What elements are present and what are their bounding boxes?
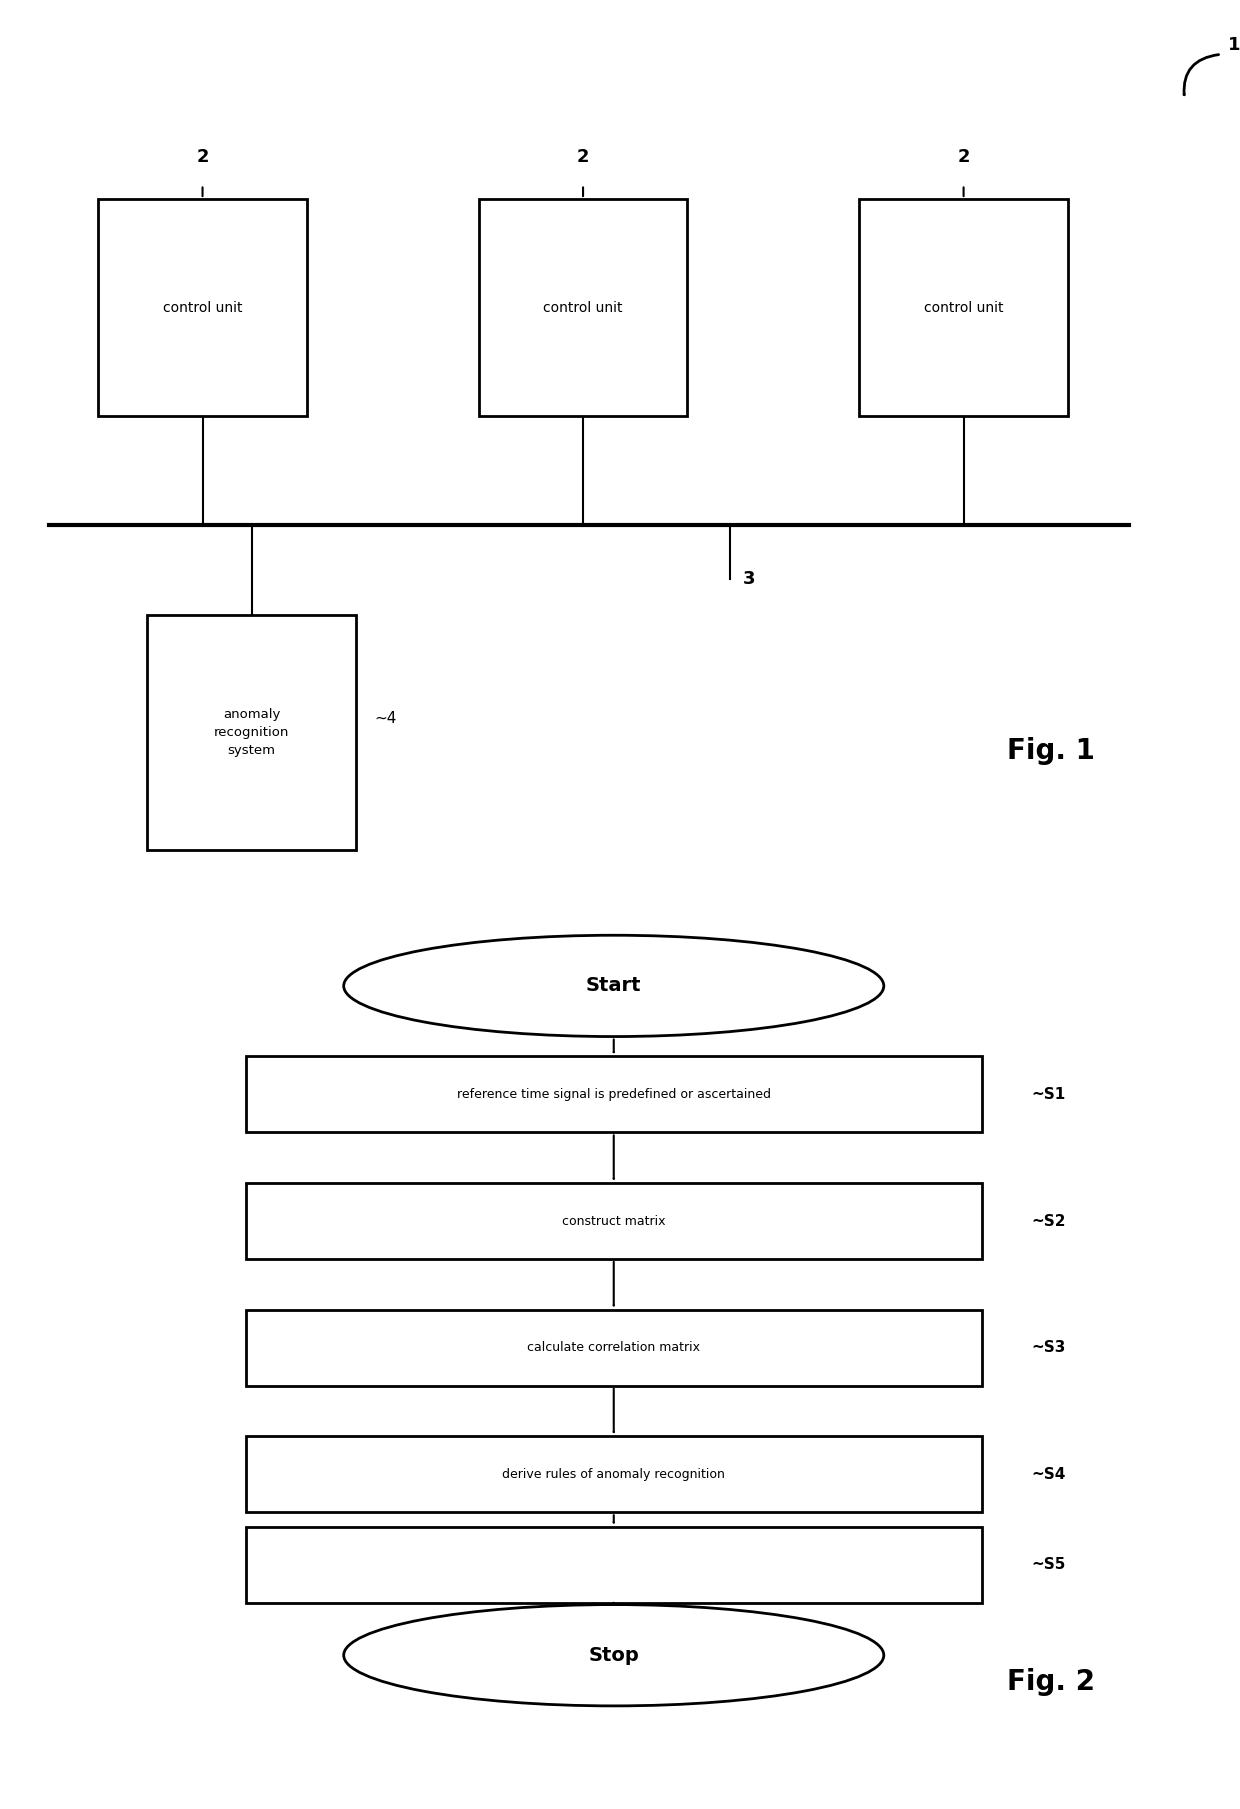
FancyBboxPatch shape	[859, 199, 1068, 416]
FancyBboxPatch shape	[148, 615, 356, 850]
Text: control unit: control unit	[543, 300, 622, 315]
Ellipse shape	[343, 935, 884, 1037]
Text: reference time signal is predefined or ascertained: reference time signal is predefined or a…	[456, 1087, 771, 1102]
Text: 2: 2	[957, 148, 970, 166]
FancyBboxPatch shape	[246, 1436, 982, 1512]
Text: control unit: control unit	[162, 300, 242, 315]
Text: 2: 2	[196, 148, 208, 166]
FancyBboxPatch shape	[479, 199, 687, 416]
FancyBboxPatch shape	[98, 199, 306, 416]
Text: ~S1: ~S1	[1032, 1087, 1065, 1102]
Text: anomaly
recognition
system: anomaly recognition system	[215, 707, 289, 758]
Text: ~S3: ~S3	[1032, 1340, 1065, 1355]
Text: Start: Start	[587, 977, 641, 995]
Ellipse shape	[343, 1605, 884, 1706]
Text: Fig. 1: Fig. 1	[1007, 736, 1095, 765]
FancyBboxPatch shape	[246, 1310, 982, 1386]
Text: ~S2: ~S2	[1032, 1214, 1065, 1228]
FancyBboxPatch shape	[246, 1527, 982, 1603]
Text: ~S4: ~S4	[1032, 1467, 1065, 1482]
Text: control unit: control unit	[924, 300, 1003, 315]
Text: 3: 3	[743, 570, 755, 588]
Text: construct matrix: construct matrix	[562, 1214, 666, 1228]
Text: calculate correlation matrix: calculate correlation matrix	[527, 1340, 701, 1355]
Text: Stop: Stop	[588, 1646, 639, 1664]
FancyBboxPatch shape	[246, 1056, 982, 1132]
Text: derive rules of anomaly recognition: derive rules of anomaly recognition	[502, 1467, 725, 1482]
Text: 2: 2	[577, 148, 589, 166]
Text: ~4: ~4	[374, 711, 397, 725]
FancyBboxPatch shape	[246, 1183, 982, 1259]
Text: 1: 1	[1228, 36, 1240, 54]
Text: Fig. 2: Fig. 2	[1007, 1668, 1095, 1697]
Text: ~S5: ~S5	[1032, 1558, 1065, 1572]
